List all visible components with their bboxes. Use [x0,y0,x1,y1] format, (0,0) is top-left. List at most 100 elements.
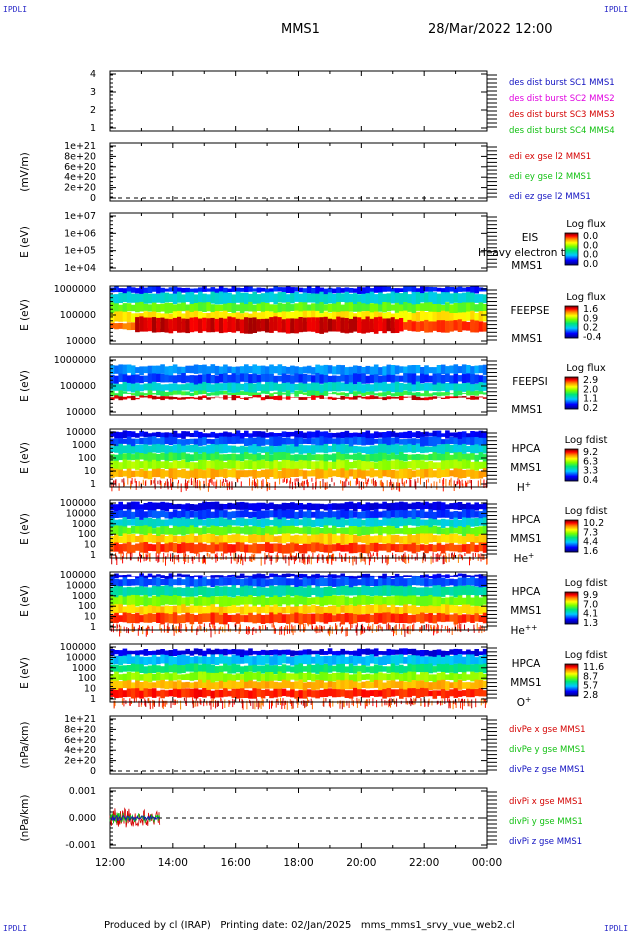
spectrogram-cell [256,303,262,312]
spectrogram-cell [248,397,253,399]
spectrogram-cell [160,437,165,447]
spectrogram-speck [222,478,224,483]
spectrogram-cell [244,575,249,578]
spectrogram-cell [348,462,354,469]
spectrogram-cell [311,375,316,385]
spectrogram-cell [357,317,362,333]
spectrogram-speck [436,700,438,705]
spectrogram-speck [389,625,391,630]
spectrogram-cell [269,364,274,376]
spectrogram-cell [390,578,396,587]
spectrogram-cell [348,366,354,376]
spectrogram-speck [230,556,232,564]
spectrogram-cell [110,322,115,329]
spectrogram-cell [118,501,123,512]
spectrogram-cell [411,614,417,623]
spectrogram-cell [177,595,182,606]
spectrogram-cell [403,518,408,528]
spectrogram-speck [270,556,272,565]
spectrogram-cell [168,313,174,323]
spectrogram-cell [252,444,257,455]
spectrogram-speck [325,482,327,490]
spectrogram-cell [306,470,312,477]
spectrogram-speck [405,555,407,564]
spectrogram-cell [340,648,345,656]
y-tick-label: 1e+07 [64,211,96,222]
spectrogram-cell [252,517,257,528]
spectrogram-cell [206,502,211,511]
spectrogram-cell [298,469,304,477]
spectrogram-cell [139,573,144,579]
spectrogram-cell [214,526,220,536]
spectrogram-cell [461,374,467,384]
spectrogram-cell [470,671,475,682]
spectrogram-cell [235,312,241,323]
colorbar-segment [565,606,578,608]
spectrogram-cell [440,433,446,437]
spectrogram-cell [294,526,299,534]
spectrogram-cell [164,396,170,399]
spectrogram-cell [172,452,178,462]
spectrogram-cell [327,375,333,384]
spectrogram-cell [269,606,274,614]
colorbar-segment [565,520,578,522]
spectrogram-cell [210,612,216,625]
spectrogram-cell [365,365,371,375]
spectrogram-speck [380,479,382,488]
spectrogram-cell [164,453,170,463]
spectrogram-cell [323,453,329,463]
spectrogram-cell [181,431,186,439]
spectrogram-cell [281,382,287,392]
spectrogram-cell [453,313,459,323]
spectrogram-cell [319,597,324,607]
spectrogram-cell [260,454,266,460]
spectrogram-cell [126,680,132,690]
colorbar-tick-label: 2.8 [583,690,598,701]
spectrogram-cell [315,680,320,690]
spectrogram-cell [445,311,450,323]
spectrogram-cell [239,302,245,314]
spectrogram-cell [172,468,178,480]
spectrogram-cell [478,680,484,689]
spectrogram-cell [353,542,358,554]
spectrogram-cell [365,430,371,440]
spectrogram-cell [327,445,333,453]
spectrogram-cell [156,461,161,470]
spectrogram-cell [445,655,450,667]
spectrogram-cell [445,366,450,375]
spectrogram-cell [382,573,387,580]
colorbar-segment [565,695,578,697]
spectrogram-speck [144,481,146,486]
spectrogram-cell [248,680,253,689]
spectrogram-cell [428,321,433,333]
y-tick-label: 10000 [66,580,96,591]
spectrogram-cell [365,680,371,689]
spectrogram-speck [434,625,436,632]
spectrogram-cell [147,543,153,551]
spectrogram-cell [185,527,190,535]
spectrogram-cell [239,292,245,305]
spectrogram-cell [373,462,379,469]
spectrogram-speck [251,554,253,559]
spectrogram-cell [378,680,383,691]
spectrogram-cell [336,519,341,528]
spectrogram-cell [214,596,220,605]
spectrogram-cell [340,576,345,587]
spectrogram-speck [159,623,161,630]
spectrogram-cell [394,573,400,579]
spectrogram-cell [260,502,266,510]
colorbar-segment [565,681,578,683]
spectrogram-cell [214,433,220,439]
spectrogram-cell [223,373,228,384]
spectrogram-cell [202,446,207,455]
colorbar-segment [565,619,578,621]
spectrogram-cell [365,502,371,511]
spectrogram-cell [114,365,119,374]
spectrogram-cell [114,612,119,623]
spectrogram-cell [139,384,144,392]
spectrogram-cell [139,606,144,615]
spectrogram-cell [185,535,190,545]
spectrogram-cell [482,577,488,587]
spectrogram-cell [227,519,232,526]
spectrogram-cell [177,615,182,624]
